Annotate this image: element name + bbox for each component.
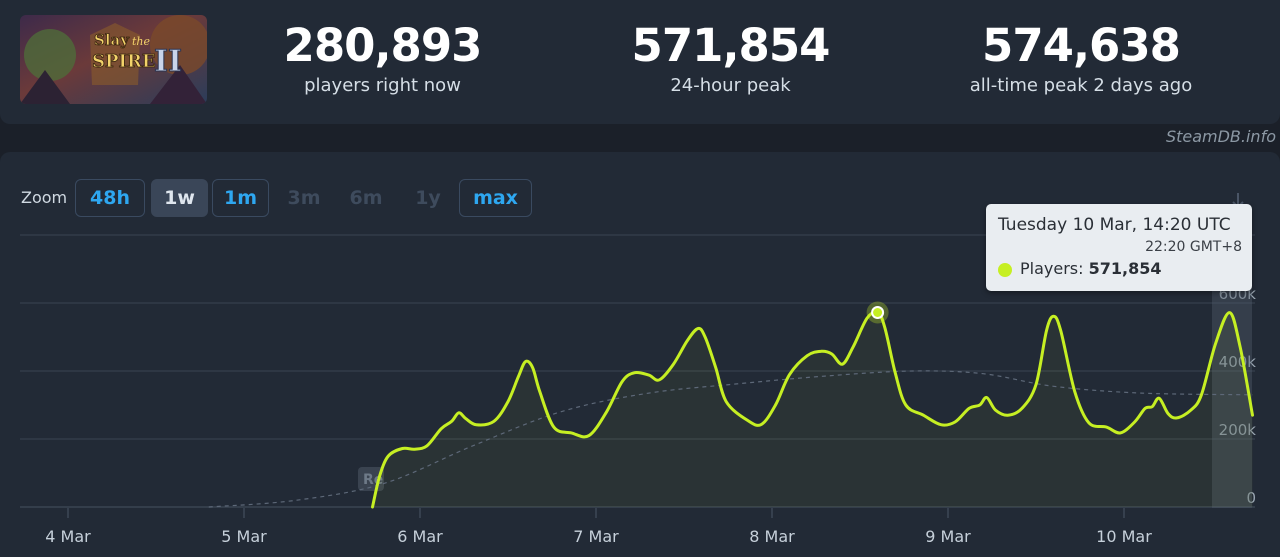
art-title-numeral: II	[154, 44, 182, 79]
stat-alltime-peak: 574,638 all-time peak 2 days ago	[960, 18, 1202, 98]
x-tick-label: 5 Mar	[221, 527, 267, 546]
steamdb-watermark: SteamDB.info	[1165, 127, 1276, 146]
x-tick-label: 9 Mar	[925, 527, 971, 546]
tooltip-series-marker	[998, 263, 1012, 277]
zoom-48h-button[interactable]: 48h	[75, 179, 145, 217]
chart-grid	[20, 234, 1255, 508]
average-series-line	[208, 370, 1253, 508]
tooltip-series-line: Players: 571,854	[1020, 259, 1161, 278]
tooltip-local-time: 22:20 GMT+8	[1145, 239, 1242, 255]
x-axis-ticks: 4 Mar 5 Mar 6 Mar 7 Mar 8 Mar 9 Mar 10 Mar	[45, 508, 1152, 546]
zoom-max-button[interactable]: max	[459, 179, 532, 217]
x-tick-label: 10 Mar	[1096, 527, 1152, 546]
zoom-1y-button: 1y	[415, 187, 441, 209]
stat-24h-label: 24-hour peak	[670, 75, 791, 96]
stats-panel: Slay the SPIRE II 280,893 players right …	[0, 0, 1280, 124]
hover-highlight-band	[1212, 258, 1252, 508]
stat-24h-value: 571,854	[631, 19, 831, 72]
stat-current-players: 280,893 players right now	[280, 18, 485, 98]
zoom-1w-button[interactable]: 1w	[151, 179, 208, 217]
stat-alltime-label: all-time peak 2 days ago	[969, 75, 1193, 96]
tooltip-series-value: 571,854	[1088, 259, 1162, 278]
game-capsule-image[interactable]: Slay the SPIRE II	[20, 15, 207, 104]
hover-point[interactable]	[871, 306, 885, 319]
x-tick-label: 7 Mar	[573, 527, 619, 546]
tooltip-series-name: Players:	[1020, 259, 1084, 278]
chart-tooltip: Tuesday 10 Mar, 14:20 UTC 22:20 GMT+8 Pl…	[986, 204, 1252, 291]
game-capsule-art: Slay the SPIRE II	[20, 15, 207, 104]
stat-24h-peak: 571,854 24-hour peak	[628, 18, 833, 98]
stat-current-value: 280,893	[283, 19, 483, 72]
y-tick-label: 0	[1246, 489, 1256, 507]
y-tick-label: 400k	[1219, 353, 1257, 371]
zoom-1m-button[interactable]: 1m	[212, 179, 269, 217]
players-area-fill	[372, 311, 1253, 507]
zoom-6m-button: 6m	[349, 187, 383, 209]
stat-alltime-value: 574,638	[982, 19, 1181, 72]
zoom-3m-button: 3m	[287, 187, 321, 209]
x-tick-label: 8 Mar	[749, 527, 795, 546]
zoom-label: Zoom	[21, 188, 68, 207]
x-tick-label: 4 Mar	[45, 527, 91, 546]
art-title-slay: Slay	[94, 31, 130, 49]
tooltip-date: Tuesday 10 Mar, 14:20 UTC	[998, 215, 1231, 235]
players-series-line[interactable]	[371, 310, 1254, 509]
art-title-spire: SPIRE	[92, 51, 156, 72]
y-tick-label: 200k	[1219, 421, 1257, 439]
x-tick-label: 6 Mar	[397, 527, 443, 546]
stat-current-label: players right now	[304, 75, 461, 96]
art-title-the: the	[132, 35, 151, 48]
